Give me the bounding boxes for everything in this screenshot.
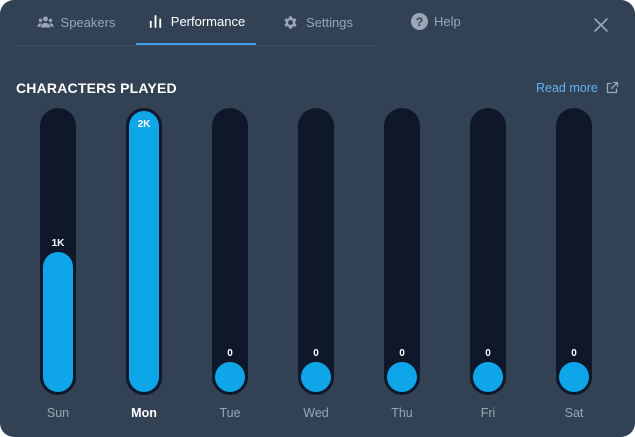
bar-track (298, 108, 334, 395)
bar-column-tue[interactable]: 0 (212, 108, 248, 395)
bar (301, 362, 331, 392)
bar-column-sat[interactable]: 0 (556, 108, 592, 395)
read-more-label: Read more (536, 81, 598, 95)
bar-value-label: 0 (227, 348, 233, 359)
bar-value-label: 0 (399, 348, 405, 359)
close-button[interactable] (592, 16, 610, 34)
tab-speakers-label: Speakers (60, 15, 116, 30)
gear-icon (284, 16, 297, 29)
tab-settings[interactable]: Settings (274, 0, 374, 45)
bar (387, 362, 417, 392)
bar-column-wed[interactable]: 0 (298, 108, 334, 395)
bar-value-label: 0 (485, 348, 491, 359)
bar (215, 362, 245, 392)
bar-column-fri[interactable]: 0 (470, 108, 506, 395)
bar-column-sun[interactable]: 1K (40, 108, 76, 395)
bar-value-label: 0 (571, 348, 577, 359)
tab-bar: Speakers Performance Settings (16, 0, 378, 46)
help-button[interactable]: ? Help (411, 13, 461, 30)
tab-performance[interactable]: Performance (136, 0, 256, 45)
day-label-tue: Tue (219, 406, 241, 420)
tab-speakers[interactable]: Speakers (16, 0, 136, 45)
external-link-icon (606, 81, 618, 94)
bar (473, 362, 503, 392)
bar-chart-icon (149, 15, 161, 28)
bar-column-thu[interactable]: 0 (384, 108, 420, 395)
bar (43, 251, 73, 392)
help-icon: ? (411, 13, 428, 30)
bar-value-label: 2K (137, 119, 151, 130)
day-label-sun: Sun (46, 406, 70, 420)
day-label-mon: Mon (131, 406, 157, 420)
bar (559, 362, 589, 392)
bar-column-mon[interactable]: 2K (126, 108, 162, 395)
bar-track (470, 108, 506, 395)
section-title: CHARACTERS PLAYED (16, 80, 177, 96)
tab-performance-label: Performance (170, 14, 246, 29)
bar-value-label: 1K (51, 237, 65, 249)
day-label-fri: Fri (480, 406, 496, 420)
bar-track (384, 108, 420, 395)
read-more-link[interactable]: Read more (536, 81, 619, 95)
tab-settings-label: Settings (306, 15, 353, 30)
speakers-icon (36, 16, 54, 28)
day-label-thu: Thu (391, 406, 413, 420)
day-label-sat: Sat (564, 406, 584, 420)
bar-value-label: 0 (313, 348, 319, 359)
day-label-wed: Wed (303, 406, 329, 420)
bar (129, 111, 159, 392)
bar-track (212, 108, 248, 395)
help-label: Help (434, 14, 461, 29)
close-icon (594, 18, 608, 32)
bar-track (556, 108, 592, 395)
